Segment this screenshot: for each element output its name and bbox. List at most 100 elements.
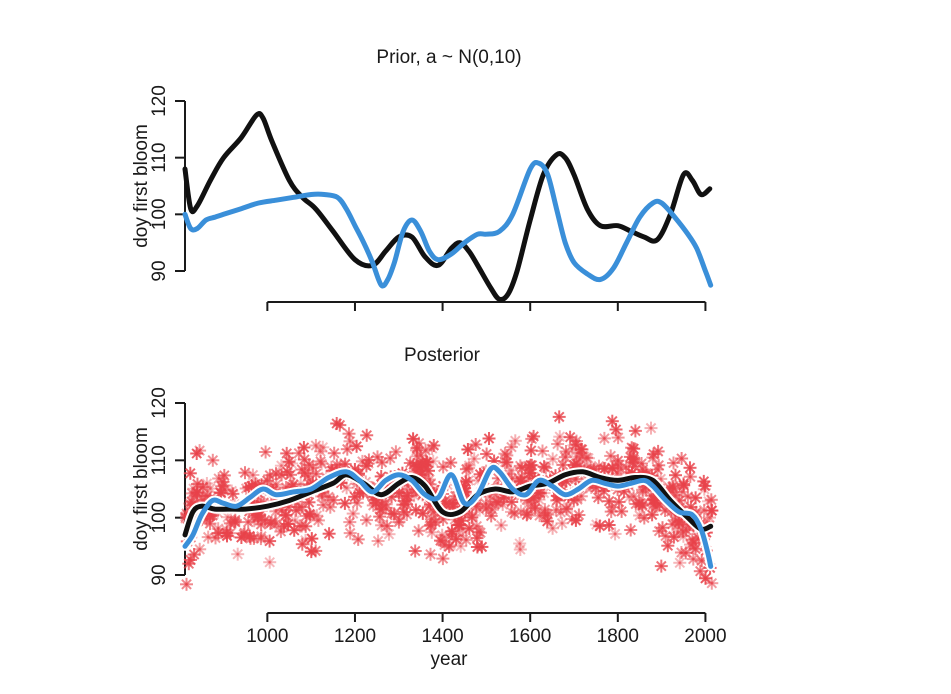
posterior-point [623, 450, 637, 464]
posterior-point [351, 532, 365, 546]
posterior-ylabel: doy first bloom [131, 427, 152, 551]
posterior-point [302, 495, 316, 509]
posterior-point [426, 454, 440, 468]
prior-title: Prior, a ~ N(0,10) [376, 47, 521, 68]
black-series-line [182, 111, 713, 303]
posterior-point [647, 447, 660, 461]
posterior-point [343, 515, 357, 529]
prior-ylabel: doy first bloom [131, 124, 152, 248]
posterior-point [287, 523, 301, 537]
x-tick-label: 1200 [334, 626, 376, 647]
posterior-point [200, 477, 214, 490]
posterior-point [628, 424, 642, 438]
posterior-point [375, 456, 389, 469]
posterior-point [677, 477, 690, 491]
posterior-point [436, 552, 450, 566]
posterior-point [408, 544, 422, 558]
posterior-point [467, 452, 481, 466]
posterior-point [303, 508, 317, 522]
posterior-point [674, 546, 688, 559]
posterior-point [540, 514, 554, 528]
posterior-point [327, 446, 341, 460]
posterior-point [685, 533, 699, 547]
posterior-point [546, 521, 560, 535]
posterior-point [310, 509, 324, 523]
posterior-point [461, 443, 475, 456]
posterior-points [180, 410, 719, 591]
posterior-point [689, 491, 703, 505]
posterior-point [525, 466, 539, 480]
posterior-point [666, 517, 679, 531]
posterior-point [597, 431, 611, 445]
x-tick-label: 1800 [597, 626, 639, 647]
posterior-point [687, 536, 701, 550]
posterior-point [434, 534, 447, 548]
posterior-point [397, 505, 411, 519]
posterior-point [515, 470, 529, 484]
posterior-point [609, 423, 623, 436]
posterior-point [444, 538, 458, 552]
posterior-point [435, 528, 449, 542]
posterior-x-axis: 1000 1200 1400 1600 1800 2000 [246, 612, 727, 647]
posterior-point [608, 527, 622, 541]
y-tick-label: 100 [149, 198, 170, 230]
posterior-point [666, 479, 680, 493]
blue-series-line [182, 159, 714, 289]
posterior-point [465, 510, 479, 524]
posterior-point [292, 446, 306, 460]
posterior-point [480, 447, 494, 461]
posterior-point [201, 530, 215, 544]
posterior-point [651, 463, 665, 476]
posterior-point [190, 447, 204, 460]
posterior-point [593, 519, 607, 533]
y-tick-label: 120 [149, 387, 170, 419]
posterior-point [470, 519, 484, 533]
posterior-point [183, 466, 197, 480]
posterior-point [228, 513, 242, 527]
posterior-point [676, 529, 690, 543]
prior-panel: Prior, a ~ N(0,10) doy first bloom 90 100… [131, 47, 714, 311]
posterior-point [496, 497, 510, 511]
posterior-point [258, 513, 272, 527]
posterior-point [277, 519, 291, 533]
posterior-point [343, 526, 357, 540]
posterior-point [414, 449, 428, 462]
posterior-point [565, 512, 579, 526]
black-series-line [182, 469, 714, 538]
posterior-point [338, 496, 352, 510]
posterior-point [624, 523, 638, 537]
x-tick-label: 1000 [246, 626, 288, 647]
posterior-point [704, 493, 718, 507]
posterior-point [343, 434, 357, 448]
posterior-point [231, 547, 245, 561]
posterior-point [360, 428, 374, 442]
posterior-point [185, 486, 199, 500]
posterior-point [469, 438, 483, 451]
posterior-point [316, 498, 330, 512]
posterior-point [654, 559, 668, 573]
posterior-point [191, 477, 204, 491]
posterior-point [309, 439, 323, 452]
posterior-point [424, 512, 438, 526]
posterior-point [333, 418, 347, 432]
posterior-point [350, 439, 364, 453]
posterior-point [513, 459, 527, 473]
posterior-point [605, 414, 619, 428]
posterior-point [438, 538, 451, 552]
posterior-point [546, 452, 560, 466]
posterior-point [699, 571, 712, 585]
posterior-point [412, 524, 426, 538]
posterior-point [298, 466, 312, 480]
posterior-point [362, 453, 376, 467]
posterior-point [513, 537, 527, 550]
posterior-point [238, 466, 252, 480]
x-tick-label: 1600 [509, 626, 551, 647]
posterior-point [508, 506, 521, 520]
posterior-point [442, 540, 456, 554]
posterior-point [295, 519, 309, 533]
posterior-point [693, 564, 707, 578]
posterior-point [494, 518, 508, 532]
x-tick-label: 1400 [421, 626, 463, 647]
y-tick-label: 120 [149, 85, 170, 117]
